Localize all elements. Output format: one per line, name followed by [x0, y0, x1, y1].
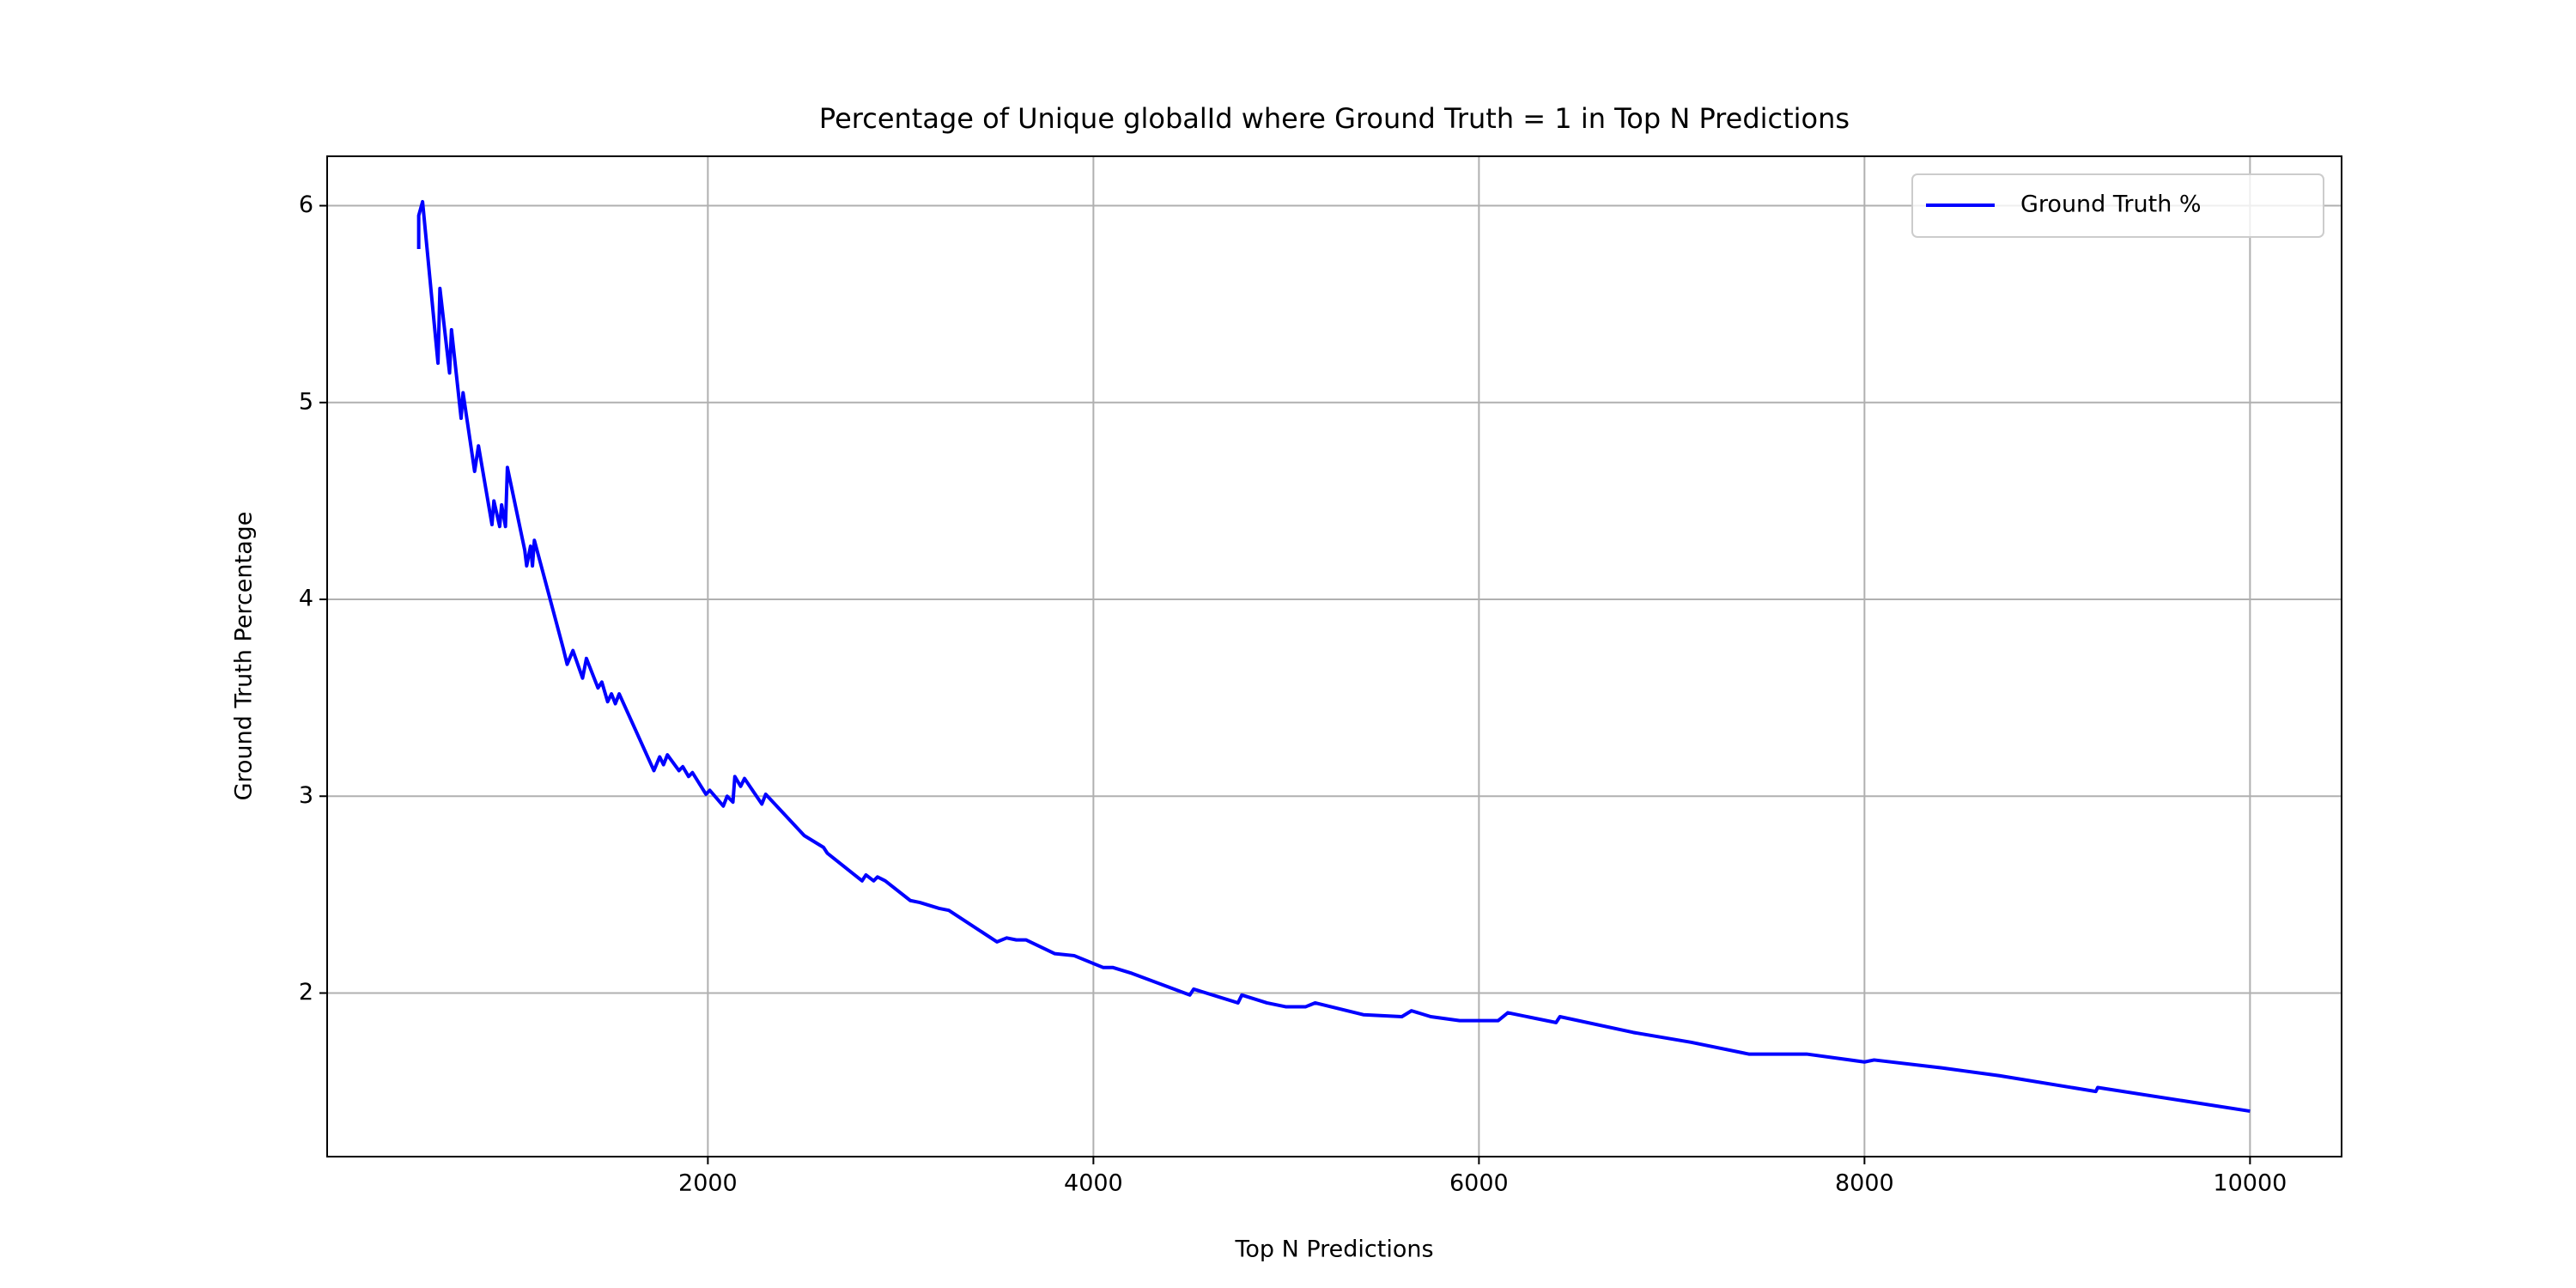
- y-tick-label: 3: [299, 782, 313, 809]
- data-line: [416, 199, 2251, 1114]
- x-axis-label: Top N Predictions: [1234, 1236, 1433, 1263]
- chart-title: Percentage of Unique globalId where Grou…: [819, 102, 1850, 135]
- legend-label: Ground Truth %: [2020, 191, 2202, 218]
- y-tick-label: 4: [299, 586, 313, 612]
- legend-box: [1911, 173, 2324, 238]
- y-tick-label: 5: [299, 388, 313, 415]
- x-tick-label: 10000: [2213, 1170, 2287, 1197]
- y-tick-label: 6: [299, 191, 313, 218]
- x-tick-label: 2000: [678, 1170, 738, 1197]
- y-axis-label: Ground Truth Percentage: [231, 512, 258, 801]
- x-tick-label: 6000: [1449, 1170, 1509, 1197]
- y-tick-label: 2: [299, 979, 313, 1005]
- x-tick-label: 4000: [1064, 1170, 1123, 1197]
- x-tick-label: 8000: [1835, 1170, 1894, 1197]
- plot-frame: [326, 155, 2342, 1157]
